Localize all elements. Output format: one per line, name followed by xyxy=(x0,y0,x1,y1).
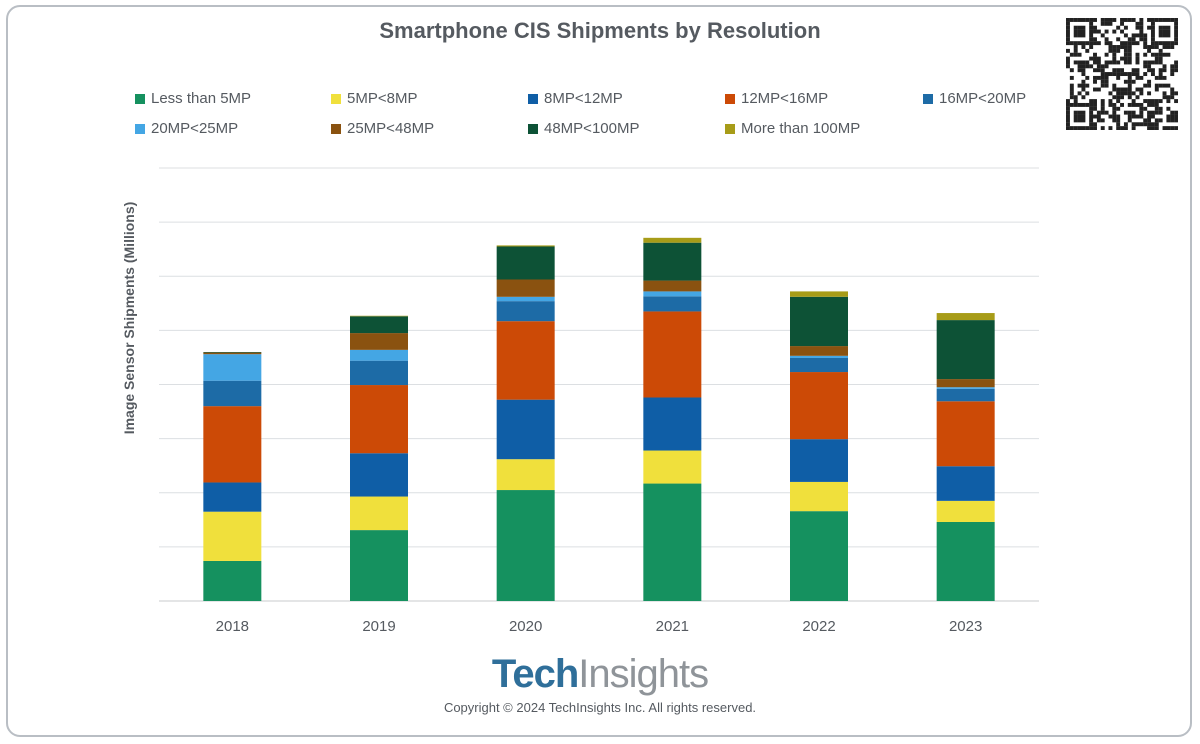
bar-segment xyxy=(203,511,262,561)
legend-label: 16MP<20MP xyxy=(939,90,1027,107)
legend-swatch xyxy=(135,93,145,104)
bar-segment xyxy=(790,511,848,601)
bar-segment xyxy=(643,280,702,292)
legend-swatch xyxy=(923,93,933,104)
bar-segment xyxy=(936,387,995,389)
logo-tech-text: Tech xyxy=(491,652,579,696)
legend-label: 20MP<25MP xyxy=(151,120,239,137)
bar-segment xyxy=(350,315,408,317)
bar-segment xyxy=(643,397,702,451)
chart-title: Smartphone CIS Shipments by Resolution xyxy=(379,18,821,43)
copyright-text: Copyright © 2024 TechInsights Inc. All r… xyxy=(443,700,757,715)
bar-segment xyxy=(203,380,262,407)
x-tick-label: 2022 xyxy=(802,618,835,635)
bar-segment xyxy=(350,530,408,601)
legend-swatch xyxy=(135,123,145,134)
bar-segment xyxy=(496,490,555,601)
bar-segment xyxy=(350,385,408,454)
bar-segment xyxy=(203,354,262,381)
bar-segment xyxy=(790,355,848,358)
bar-segment xyxy=(790,346,848,356)
legend-label: 25MP<48MP xyxy=(347,120,435,137)
legend-swatch xyxy=(725,93,735,104)
bar-segment xyxy=(496,399,555,460)
legend-item: 48MP<100MP xyxy=(528,120,639,137)
bar-segment xyxy=(350,333,408,350)
legend-label: 48MP<100MP xyxy=(544,120,640,137)
bar-segment xyxy=(643,311,702,398)
bar-segment xyxy=(203,406,262,483)
bar-segment xyxy=(203,560,262,601)
legend-item: 5MP<8MP xyxy=(331,90,417,107)
legend-item: 16MP<20MP xyxy=(923,90,1026,107)
bar-segment xyxy=(496,246,555,280)
bar-segment xyxy=(350,496,408,531)
bar-segment xyxy=(496,245,555,247)
x-tick-label: 2023 xyxy=(949,618,982,635)
legend-swatch xyxy=(725,123,735,134)
bar-segment xyxy=(790,481,848,512)
legend-label: Less than 5MP xyxy=(151,90,252,107)
legend-swatch xyxy=(331,123,341,134)
qr-code-icon xyxy=(1066,18,1178,130)
x-tick-label: 2018 xyxy=(216,618,249,635)
bar-segment xyxy=(203,352,262,355)
bar-segment xyxy=(790,439,848,482)
bar-segment xyxy=(936,379,995,388)
bar-segment xyxy=(350,349,408,361)
legend-item: 25MP<48MP xyxy=(331,120,434,137)
legend-label: 8MP<12MP xyxy=(544,90,623,107)
bar-segment xyxy=(496,301,555,322)
x-tick-label: 2020 xyxy=(509,618,542,635)
legend-label: 5MP<8MP xyxy=(347,90,418,107)
techinsights-logo: TechInsights xyxy=(0,652,1200,697)
bar-segment xyxy=(350,453,408,497)
x-tick-label: 2019 xyxy=(362,618,395,635)
bar-segment xyxy=(643,291,702,297)
bar-segment xyxy=(790,291,848,297)
bar-segment xyxy=(936,388,995,402)
bar-segment xyxy=(496,459,555,491)
bar-segment xyxy=(203,352,262,353)
bar-segment xyxy=(790,357,848,373)
bar-segment xyxy=(936,466,995,501)
bar-segment xyxy=(496,321,555,400)
bar-segment xyxy=(936,521,995,601)
bar-segment xyxy=(643,296,702,312)
bar-segment xyxy=(350,316,408,334)
x-tick-label: 2021 xyxy=(656,618,689,635)
legend-item: 20MP<25MP xyxy=(135,120,238,137)
bar-segment xyxy=(790,296,848,347)
bar-segment xyxy=(936,313,995,321)
legend-item: Less than 5MP xyxy=(135,90,251,107)
bar-segment xyxy=(643,450,702,484)
bar-segment xyxy=(936,401,995,467)
legend-swatch xyxy=(528,123,538,134)
bar-segment xyxy=(203,482,262,512)
bar-segment xyxy=(643,237,702,243)
legend-item: 8MP<12MP xyxy=(528,90,623,107)
bar-segment xyxy=(790,372,848,440)
legend-item: 12MP<16MP xyxy=(725,90,828,107)
legend-item: More than 100MP xyxy=(725,120,860,137)
bar-segment xyxy=(496,279,555,297)
legend-swatch xyxy=(331,93,341,104)
logo-insights-text: Insights xyxy=(578,652,709,696)
legend-label: 12MP<16MP xyxy=(741,90,829,107)
bar-segment xyxy=(350,360,408,386)
bar-segment xyxy=(936,500,995,522)
bar-segment xyxy=(643,242,702,281)
legend-label: More than 100MP xyxy=(741,120,861,137)
bar-segment xyxy=(496,296,555,302)
bar-segment xyxy=(643,483,702,601)
bar-segment xyxy=(936,320,995,380)
legend-swatch xyxy=(528,93,538,104)
